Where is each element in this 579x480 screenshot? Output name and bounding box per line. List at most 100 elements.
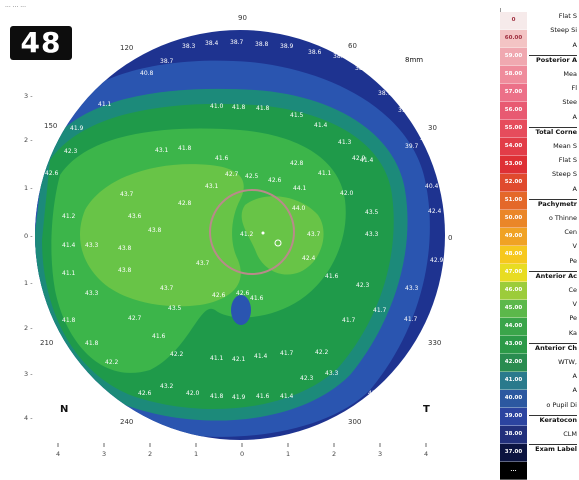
info-section-header: Exam Label xyxy=(529,444,577,453)
reading-value: 43.3 xyxy=(365,231,379,238)
reading-value: 42.0 xyxy=(186,390,200,397)
bottom-axis-tick: 3 xyxy=(102,450,106,458)
angle-label: 0 xyxy=(448,234,452,242)
reading-value: 40.4 xyxy=(425,183,439,190)
bottom-axis-tick: 1 xyxy=(286,450,290,458)
reading-value: 38.7 xyxy=(160,58,174,65)
bottom-axis-tick: 4 xyxy=(424,450,428,458)
reading-value: 38.4 xyxy=(205,40,219,47)
info-section-header: Posterior A xyxy=(529,55,577,64)
info-label: CLM xyxy=(529,430,577,438)
reading-value: 38.6 xyxy=(355,65,369,72)
left-axis-tick: 3 - xyxy=(24,92,33,100)
reading-value: 38.3 xyxy=(182,43,196,50)
reading-value: 41.6 xyxy=(256,393,270,400)
reading-value: 41.1 xyxy=(210,355,224,362)
reading-value: 41.4 xyxy=(280,393,294,400)
figure-number-badge: 48 xyxy=(10,26,72,60)
reading-value: 43.7 xyxy=(160,285,174,292)
info-label: Ka xyxy=(529,329,577,337)
reading-value: 42.5 xyxy=(245,173,259,180)
reading-value: 38.7 xyxy=(378,90,392,97)
reading-value: 41.3 xyxy=(338,139,352,146)
left-axis-tick: 3 - xyxy=(24,370,33,378)
reading-value: 41.4 xyxy=(62,242,76,249)
color-scale-step: 38.00 xyxy=(500,426,527,444)
bottom-axis-tick: 1 xyxy=(194,450,198,458)
reading-value: 42.8 xyxy=(290,160,304,167)
angle-label: 300 xyxy=(348,418,361,426)
reading-value: 43.7 xyxy=(120,191,134,198)
info-label: Steep S xyxy=(529,170,577,178)
color-scale-step: 41.00 xyxy=(500,372,527,390)
reading-value: 38.7 xyxy=(333,53,347,60)
reading-value: 43.8 xyxy=(118,267,132,274)
reading-value: 41.7 xyxy=(342,317,356,324)
pupil-center-marker xyxy=(262,232,265,235)
info-label: Mean S xyxy=(529,142,577,150)
bottom-axis-tick: 4 xyxy=(56,450,60,458)
info-label: WTW, xyxy=(529,358,577,366)
reading-value: 42.6 xyxy=(236,290,250,297)
reading-value: 42.6 xyxy=(268,177,282,184)
reading-value: 43.5 xyxy=(168,305,182,312)
reading-value: 42.3 xyxy=(300,375,314,382)
reading-value: 42.9 xyxy=(430,257,444,264)
color-scale-step: 53.00 xyxy=(500,156,527,174)
corneal-topography-map: 90 120 60 150 30 0 210 330 240 300 OS 8m… xyxy=(0,0,500,479)
temporal-label: T xyxy=(423,404,430,415)
angle-label: 90 xyxy=(238,14,247,22)
reading-value: 42.3 xyxy=(356,282,370,289)
color-scale-step: 55.00 xyxy=(500,120,527,138)
reading-value: 42.6 xyxy=(212,292,226,299)
color-scale-step: 44.00 xyxy=(500,318,527,336)
color-scale-step: 52.00 xyxy=(500,174,527,192)
color-scale-step: 39.00 xyxy=(500,408,527,426)
reading-value: 43.1 xyxy=(155,147,169,154)
reading-value: 43.7 xyxy=(196,260,210,267)
info-label: Flat S xyxy=(529,156,577,164)
info-label: A xyxy=(529,185,577,193)
bottom-axis-tick: 3 xyxy=(378,450,382,458)
reading-value: 41.7 xyxy=(404,316,418,323)
reading-value: 42.2 xyxy=(315,349,329,356)
info-section-header: Total Corne xyxy=(529,127,577,136)
color-scale-step: 45.00 xyxy=(500,300,527,318)
reading-value: 41.8 xyxy=(62,317,76,324)
bottom-axis-tick: 2 xyxy=(332,450,336,458)
reading-value: 41.1 xyxy=(318,170,332,177)
reading-value: 43.6 xyxy=(128,213,142,220)
angle-label: 30 xyxy=(428,124,437,132)
reading-value: 41.6 xyxy=(325,273,339,280)
reading-value: 42.3 xyxy=(64,148,78,155)
info-label: V xyxy=(529,242,577,250)
reading-value: 41.5 xyxy=(290,112,304,119)
reading-value: 42.4 xyxy=(302,255,316,262)
reading-value: 41.6 xyxy=(152,333,166,340)
color-scale-step: 0 xyxy=(500,12,527,30)
reading-value: 41.0 xyxy=(210,103,224,110)
reading-value: 39.7 xyxy=(398,107,412,114)
reading-value: 38.7 xyxy=(420,135,434,142)
reading-value: 42.8 xyxy=(178,200,192,207)
color-scale-step: 56.00 xyxy=(500,102,527,120)
info-label: A xyxy=(529,386,577,394)
reading-value: 38.8 xyxy=(255,41,269,48)
bottom-axis-tick: 0 xyxy=(240,450,244,458)
info-section-header: Pachymetr xyxy=(529,199,577,208)
angle-label: 330 xyxy=(428,339,441,347)
color-scale-step: 58.00 xyxy=(500,66,527,84)
reading-value: 43.1 xyxy=(205,183,219,190)
info-section-header: Anterior Ch xyxy=(529,343,577,352)
reading-value: 42.2 xyxy=(105,359,119,366)
scale-label: 8mm xyxy=(405,56,423,64)
info-label: Cen xyxy=(529,228,577,236)
reading-value: 41.0 xyxy=(410,370,424,377)
reading-value: 41.2 xyxy=(62,213,76,220)
reading-value: 42.7 xyxy=(128,315,142,322)
reading-value: 43.5 xyxy=(365,209,379,216)
info-label: o Pupil Di xyxy=(529,401,577,409)
reading-value: 43.8 xyxy=(148,227,162,234)
info-label: Pe xyxy=(529,257,577,265)
